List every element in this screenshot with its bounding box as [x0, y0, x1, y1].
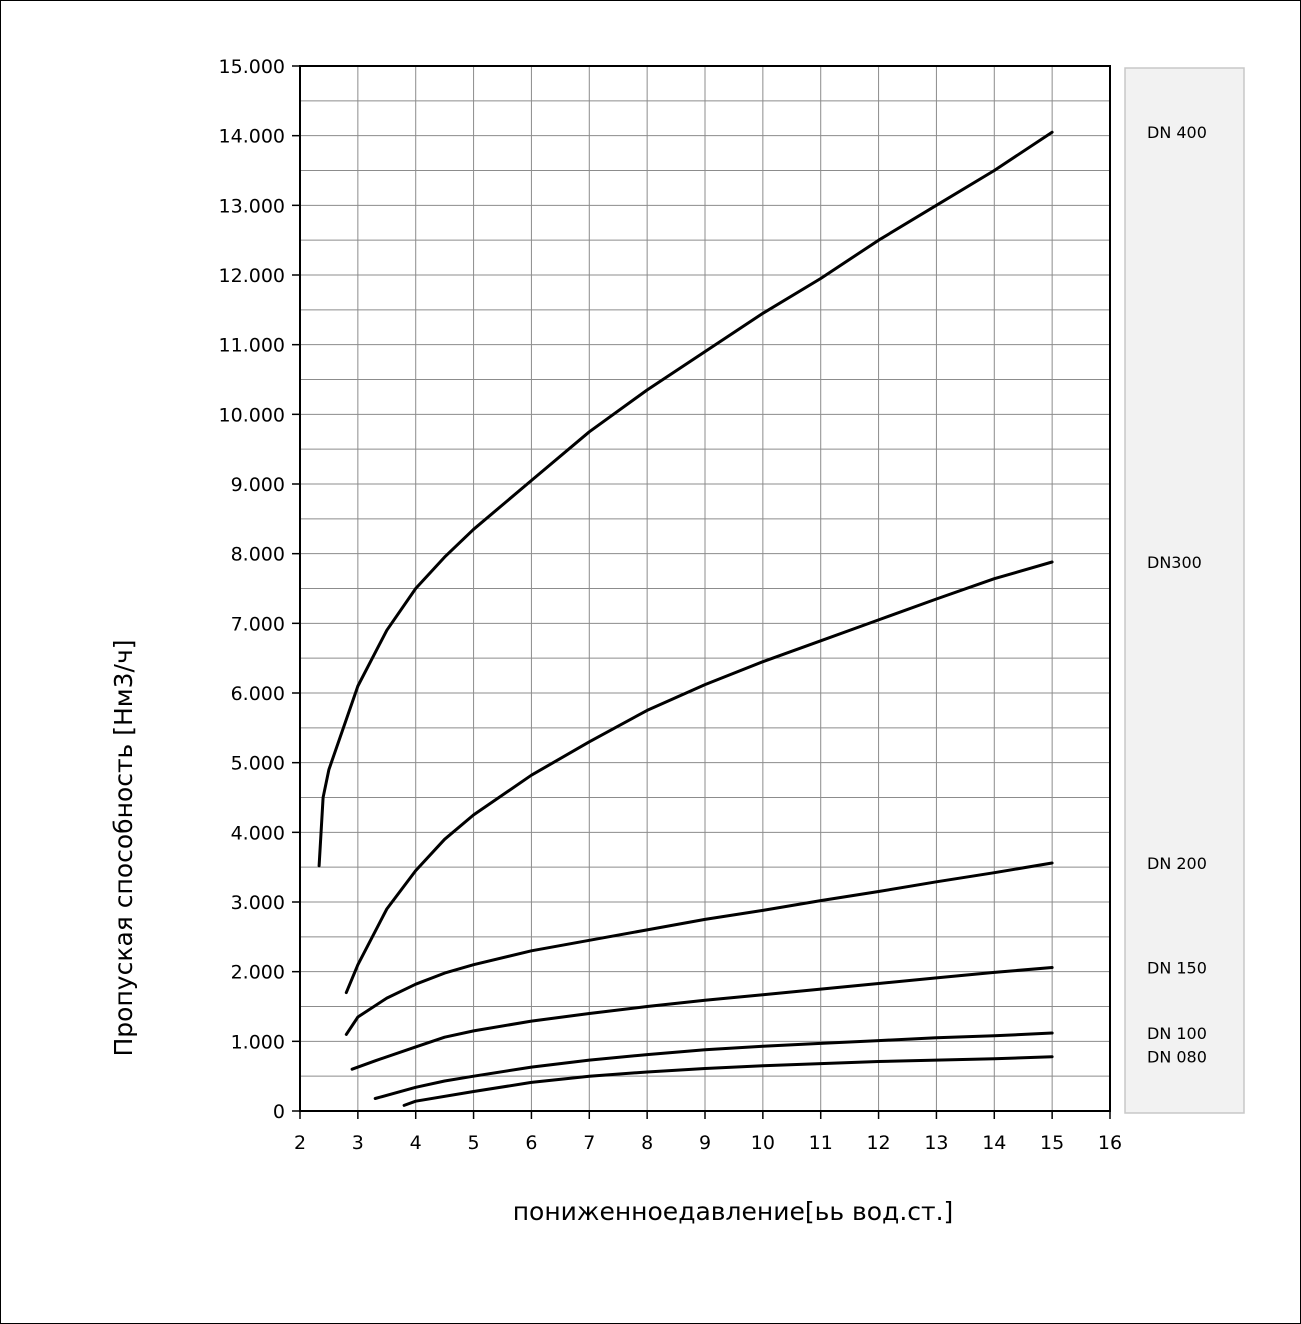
x-tick-label: 16	[1098, 1132, 1122, 1154]
x-tick-label: 10	[751, 1132, 775, 1154]
legend-box	[1124, 67, 1245, 1114]
y-tick-label: 10.000	[219, 404, 285, 426]
y-tick-label: 3.000	[231, 892, 285, 914]
x-tick-label: 6	[525, 1132, 537, 1154]
x-tick-label: 13	[924, 1132, 948, 1154]
x-tick-labels: 2 3 4 5 6 7 8 9 10 11 12 13 14 15 16	[294, 1111, 1122, 1154]
series-line	[402, 1055, 1054, 1107]
y-tick-label: 14.000	[219, 126, 285, 148]
series-line	[373, 1031, 1054, 1100]
series-lines	[317, 130, 1054, 1107]
legend-entry: DN300	[1147, 553, 1202, 572]
y-tick-label: 6.000	[231, 683, 285, 705]
x-tick-label: 11	[809, 1132, 833, 1154]
y-tick-label: 7.000	[231, 613, 285, 635]
y-tick-label: 15.000	[219, 56, 285, 78]
y-tick-label: 9.000	[231, 474, 285, 496]
x-tick-label: 14	[982, 1132, 1006, 1154]
legend: DN 400 DN300 DN 200 DN 150 DN 100 DN 080	[1147, 123, 1207, 1066]
series-line	[344, 861, 1054, 1036]
x-tick-label: 15	[1040, 1132, 1064, 1154]
x-tick-label: 9	[699, 1132, 711, 1154]
legend-entry: DN 100	[1147, 1024, 1207, 1043]
grid	[300, 66, 1110, 1111]
y-tick-label: 12.000	[219, 265, 285, 287]
y-tick-label: 8.000	[231, 544, 285, 566]
y-tick-label: 2.000	[231, 962, 285, 984]
y-tick-label: 13.000	[219, 195, 285, 217]
y-axis-title: Пропуская способность [Нм3/ч]	[109, 640, 138, 1057]
y-tick-label: 1.000	[231, 1031, 285, 1053]
legend-entry: DN 150	[1147, 958, 1207, 977]
series-line	[350, 966, 1054, 1071]
y-tick-label: 4.000	[231, 822, 285, 844]
y-tick-label: 0	[273, 1101, 285, 1123]
series-line	[317, 130, 1054, 868]
legend-entry: DN 200	[1147, 854, 1207, 873]
series-line	[344, 560, 1054, 995]
x-tick-label: 7	[583, 1132, 595, 1154]
legend-entry: DN 080	[1147, 1048, 1207, 1067]
y-tick-labels: 0 1.000 2.000 3.000 4.000 5.000 6.000 7.000 8.00…	[219, 56, 300, 1123]
x-tick-label: 2	[294, 1132, 306, 1154]
legend-entry: DN 400	[1147, 123, 1207, 142]
x-tick-label: 8	[641, 1132, 653, 1154]
x-axis-title: пониженноедавление[ьь вод.ст.]	[513, 1197, 954, 1226]
x-tick-label: 3	[352, 1132, 364, 1154]
y-tick-label: 11.000	[219, 335, 285, 357]
y-tick-label: 5.000	[231, 753, 285, 775]
x-tick-label: 12	[866, 1132, 890, 1154]
x-tick-label: 4	[410, 1132, 422, 1154]
x-tick-label: 5	[468, 1132, 480, 1154]
